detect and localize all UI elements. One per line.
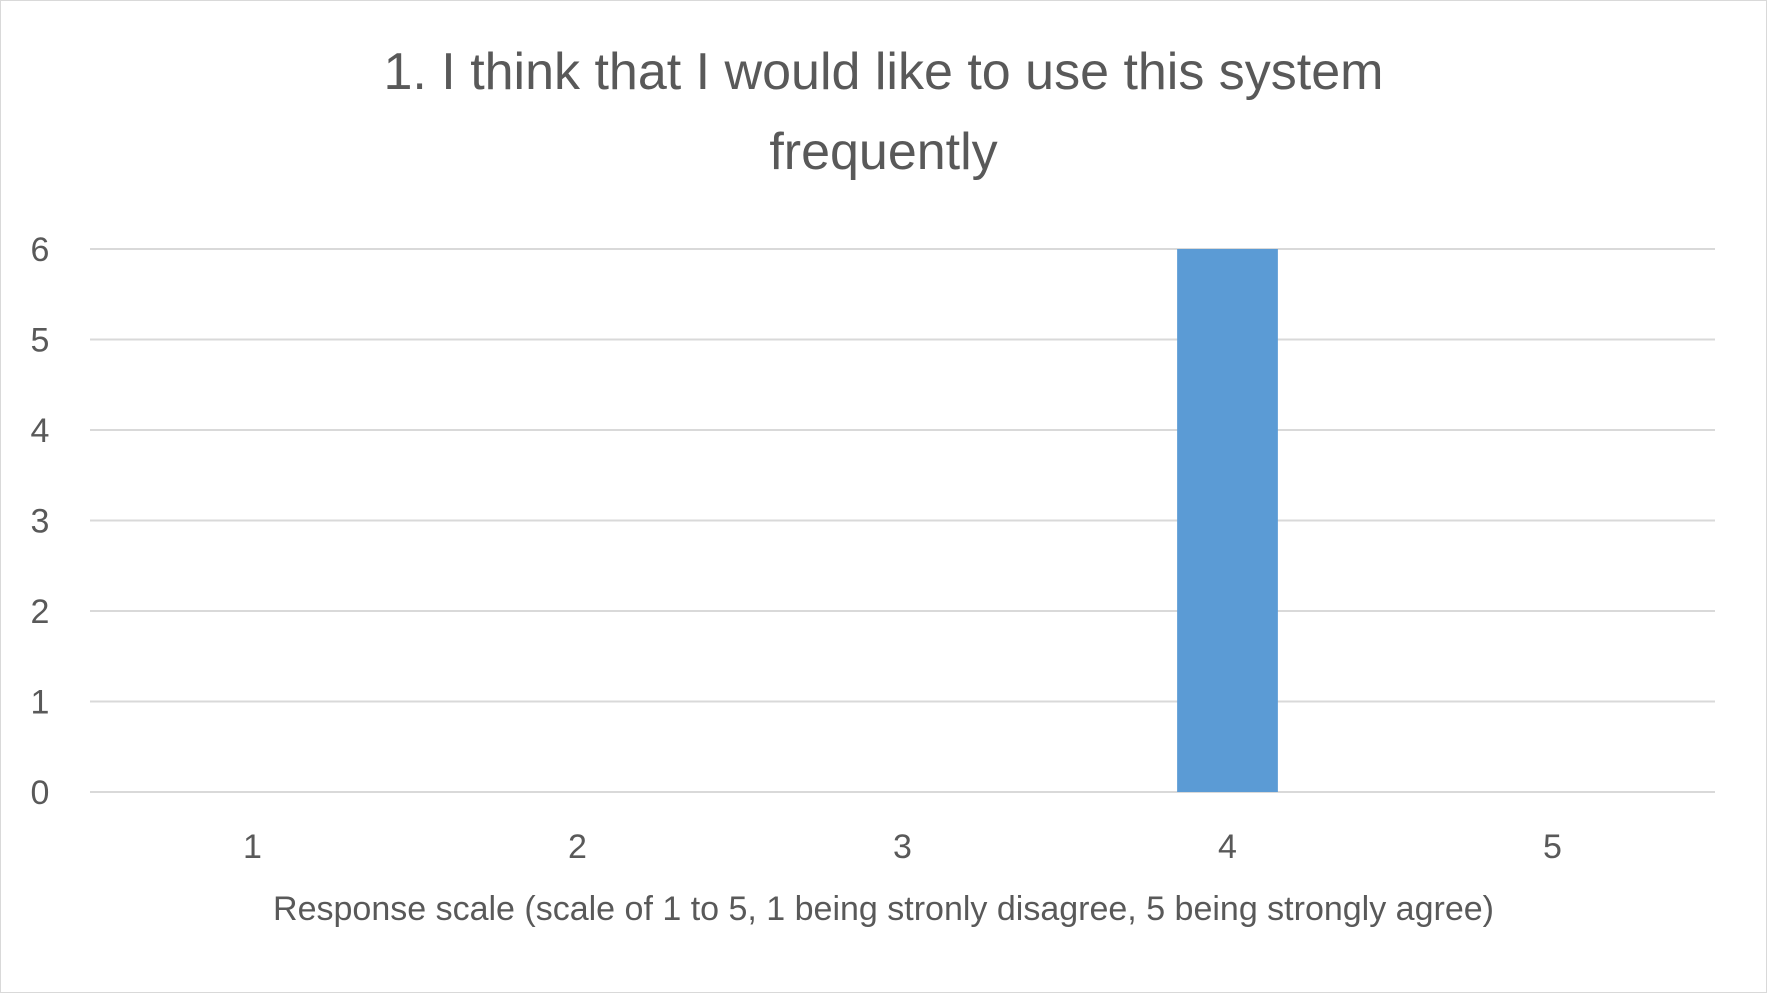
y-axis-ticks: 0 1 2 3 4 5 6 xyxy=(31,231,50,812)
x-tick-label: 5 xyxy=(1543,828,1562,866)
x-axis-label: Response scale (scale of 1 to 5, 1 being… xyxy=(273,890,1494,928)
y-tick-label: 1 xyxy=(31,684,50,722)
chart-title-line-1: 1. I think that I would like to use this… xyxy=(383,43,1384,101)
y-tick-label: 4 xyxy=(31,412,50,450)
bar-4 xyxy=(1177,249,1278,792)
x-axis-ticks: 1 2 3 4 5 xyxy=(243,828,1562,866)
y-tick-label: 3 xyxy=(31,503,50,541)
gridlines xyxy=(90,248,1715,793)
bars xyxy=(1177,249,1278,792)
y-tick-label: 6 xyxy=(31,231,50,269)
x-tick-label: 3 xyxy=(893,828,912,866)
x-tick-label: 4 xyxy=(1218,828,1237,866)
y-tick-label: 5 xyxy=(31,322,50,360)
chart-title-line-2: frequently xyxy=(769,123,998,181)
x-tick-label: 1 xyxy=(243,828,262,866)
y-tick-label: 2 xyxy=(31,593,50,631)
x-tick-label: 2 xyxy=(568,828,587,866)
y-tick-label: 0 xyxy=(31,774,50,812)
chart-title: 1. I think that I would like to use this… xyxy=(0,32,1767,192)
